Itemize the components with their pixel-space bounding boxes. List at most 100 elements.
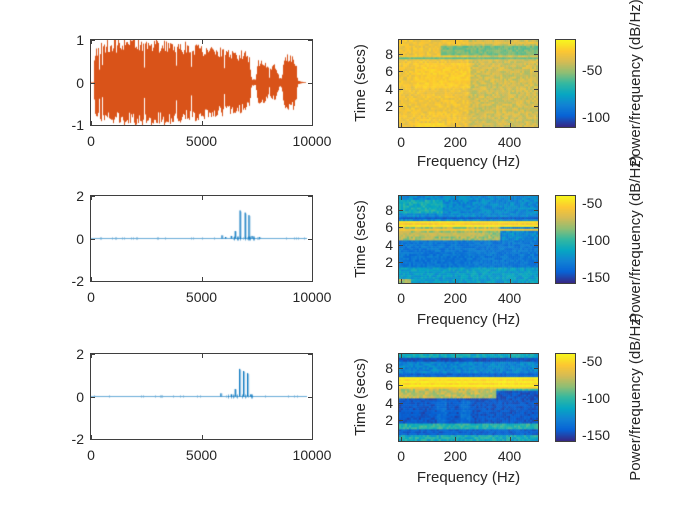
tick-mark: [534, 71, 538, 72]
waveform-axes-top: [90, 39, 313, 126]
tick-mark: [399, 227, 403, 228]
tick-label: 2: [76, 188, 84, 204]
tick-mark: [91, 354, 95, 355]
tick-mark: [455, 196, 456, 200]
tick-mark: [308, 125, 312, 126]
tick-mark: [91, 83, 95, 84]
tick-label: -100: [582, 232, 611, 249]
tick-label: 0: [397, 448, 406, 464]
colorbar-label: Power/frequency (dB/Hz): [627, 155, 644, 323]
tick-mark: [401, 40, 402, 44]
colorbar-label: Power/frequency (dB/Hz): [627, 313, 644, 481]
tick-mark: [510, 40, 511, 44]
tick-mark: [91, 196, 92, 200]
frequency-axis-label: Frequency (Hz): [416, 311, 521, 328]
tick-label: -150: [582, 268, 611, 285]
tick-mark: [534, 210, 538, 211]
frequency-axis-label: Frequency (Hz): [416, 469, 521, 486]
tick-label: 8: [385, 201, 393, 218]
tick-label: 0: [87, 447, 95, 463]
tick-mark: [455, 437, 456, 441]
tick-mark: [534, 420, 538, 421]
tick-mark: [399, 403, 403, 404]
tick-mark: [91, 277, 92, 281]
tick-mark: [401, 123, 402, 127]
colorbar-top: [555, 39, 576, 128]
spectrogram-canvas-middle: [399, 196, 538, 283]
tick-mark: [202, 40, 203, 44]
tick-label: 0: [76, 74, 84, 91]
tick-mark: [312, 435, 313, 439]
tick-mark: [308, 439, 312, 440]
tick-label: 5000: [185, 289, 218, 305]
tick-mark: [308, 196, 312, 197]
tick-mark: [308, 83, 312, 84]
tick-label: 400: [497, 448, 522, 464]
tick-label: -50: [582, 62, 603, 79]
tick-mark: [308, 397, 312, 398]
tick-mark: [510, 196, 511, 200]
tick-mark: [534, 54, 538, 55]
tick-label: 8: [385, 45, 393, 62]
tick-mark: [510, 279, 511, 283]
colorbar-label: Power/frequency (dB/Hz): [627, 0, 644, 167]
tick-label: 0: [87, 289, 95, 305]
tick-mark: [91, 196, 95, 197]
colorbar-canvas-bottom: [556, 354, 575, 441]
tick-mark: [401, 354, 402, 358]
tick-label: 1: [76, 32, 84, 48]
tick-mark: [312, 277, 313, 281]
tick-mark: [91, 354, 92, 358]
tick-label: 0: [87, 133, 95, 149]
tick-mark: [91, 281, 95, 282]
tick-label: 10000: [292, 289, 332, 305]
tick-mark: [534, 403, 538, 404]
tick-mark: [308, 40, 312, 41]
tick-mark: [510, 123, 511, 127]
tick-label: 5000: [185, 447, 218, 463]
tick-label: 200: [443, 448, 468, 464]
spectrogram-axes-top: [398, 39, 539, 128]
spectrogram-axes-bottom: [398, 353, 539, 442]
tick-mark: [308, 354, 312, 355]
tick-mark: [401, 196, 402, 200]
tick-label: -50: [582, 194, 603, 211]
tick-label: -100: [582, 390, 611, 407]
tick-label: 10000: [292, 447, 332, 463]
tick-mark: [455, 279, 456, 283]
tick-label: 0: [397, 134, 406, 150]
tick-label: 0: [76, 388, 84, 405]
tick-label: 0: [397, 290, 406, 306]
tick-mark: [534, 262, 538, 263]
tick-mark: [202, 277, 203, 281]
tick-mark: [308, 239, 312, 240]
tick-mark: [91, 121, 92, 125]
tick-label: 4: [385, 236, 393, 253]
frequency-axis-label: Frequency (Hz): [416, 153, 521, 170]
tick-label: 200: [443, 290, 468, 306]
tick-mark: [308, 281, 312, 282]
tick-label: -50: [582, 352, 603, 369]
spectrogram-axes-middle: [398, 195, 539, 284]
tick-mark: [202, 121, 203, 125]
tick-label: 4: [385, 394, 393, 411]
waveform-axes-bottom: [90, 353, 313, 440]
spectrogram-canvas-top: [399, 40, 538, 127]
tick-mark: [399, 368, 403, 369]
tick-mark: [202, 435, 203, 439]
tick-label: -1: [71, 117, 84, 133]
tick-mark: [312, 354, 313, 358]
tick-mark: [91, 435, 92, 439]
colorbar-bottom: [555, 353, 576, 442]
tick-mark: [399, 71, 403, 72]
tick-mark: [455, 354, 456, 358]
tick-mark: [455, 40, 456, 44]
waveform-canvas-top: [91, 40, 312, 125]
tick-label: -2: [71, 431, 84, 447]
tick-mark: [399, 262, 403, 263]
tick-label: 2: [76, 346, 84, 362]
tick-mark: [91, 239, 95, 240]
tick-mark: [510, 354, 511, 358]
tick-mark: [399, 89, 403, 90]
